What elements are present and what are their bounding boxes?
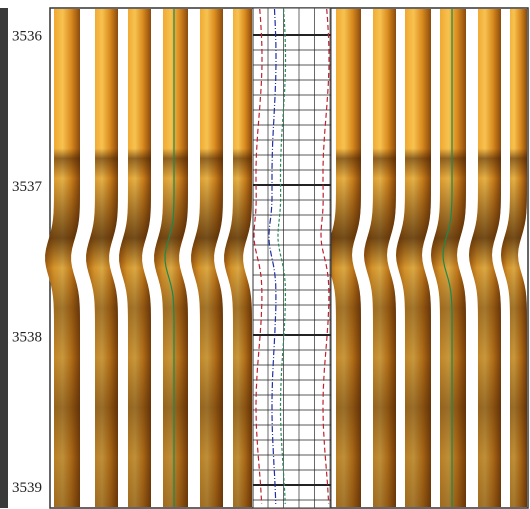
curve-track-frame	[253, 8, 331, 508]
borehole-image-log: 3536 3537 3538 3539	[0, 0, 530, 509]
depth-label: 3537	[12, 179, 43, 195]
depth-label: 3538	[12, 329, 42, 345]
curve-track	[253, 8, 331, 508]
depth-label: 3536	[12, 28, 43, 44]
depth-label: 3539	[12, 480, 42, 496]
left-border	[0, 8, 8, 508]
